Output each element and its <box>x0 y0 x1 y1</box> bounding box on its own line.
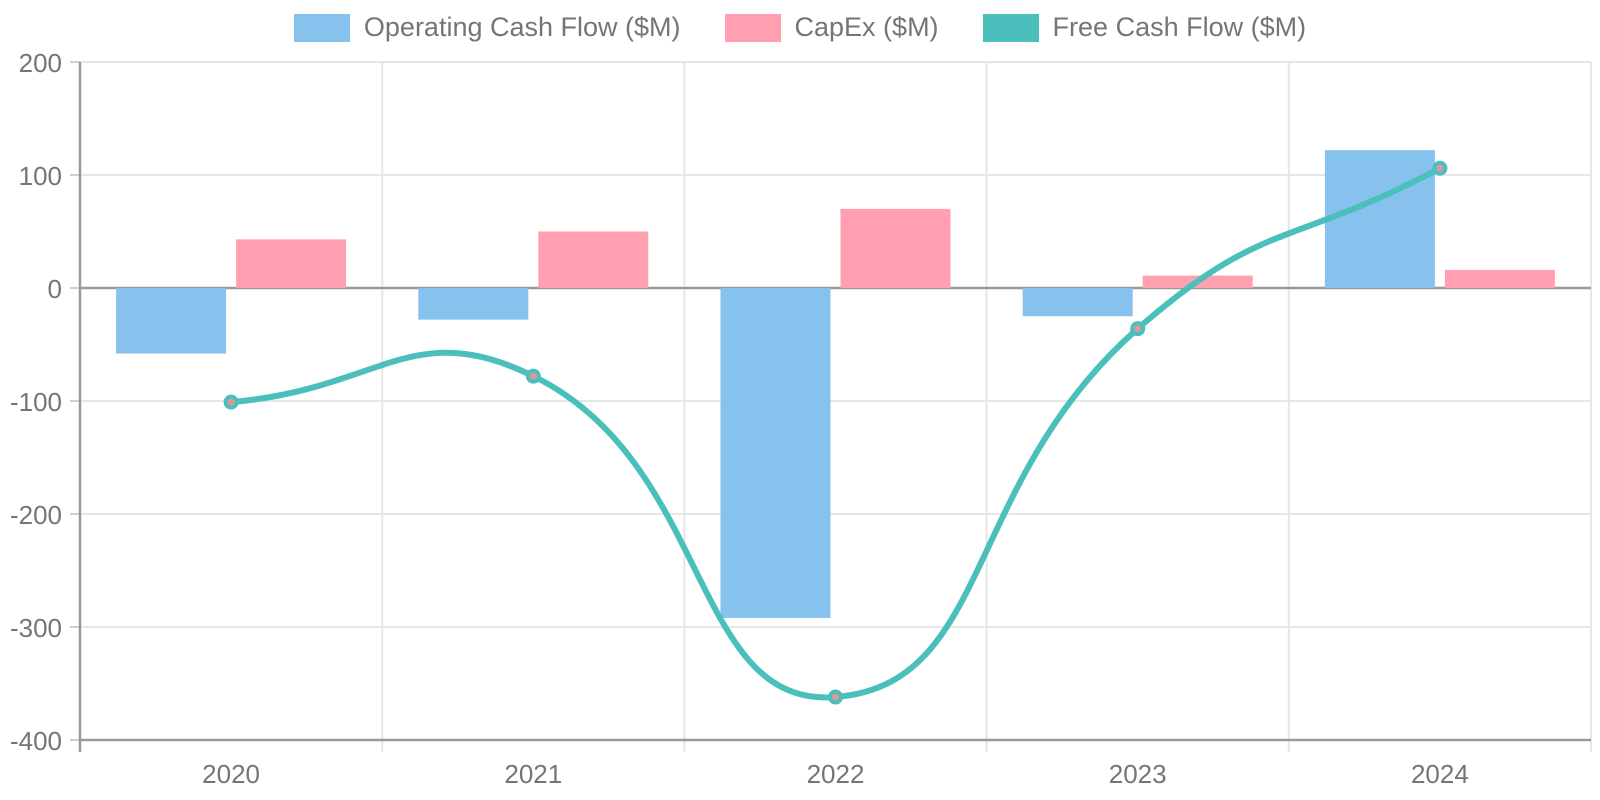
x-axis-label: 2022 <box>807 759 865 789</box>
line-point-2023[interactable] <box>1130 321 1146 337</box>
line-point-2022[interactable] <box>828 689 843 705</box>
y-axis-label: 200 <box>19 48 62 78</box>
y-axis-label: -100 <box>10 387 62 417</box>
line-point-2024[interactable] <box>1432 160 1448 176</box>
legend-label-operating-cash-flow: Operating Cash Flow ($M) <box>363 12 681 42</box>
x-axis-label: 2020 <box>202 759 260 789</box>
bar-operating-cash-flow-2022[interactable] <box>720 288 831 618</box>
bar-capex-2022[interactable] <box>840 208 951 288</box>
legend-swatch-free-cash-flow-icon <box>982 13 1039 42</box>
x-axis-label: 2024 <box>1411 759 1469 789</box>
line-point-2020[interactable] <box>223 394 239 410</box>
bar-operating-cash-flow-2020[interactable] <box>116 288 227 354</box>
x-axis-label: 2021 <box>504 759 562 789</box>
y-axis-label: -300 <box>10 613 62 643</box>
legend-item-capex[interactable]: CapEx ($M) <box>724 12 939 43</box>
chart-legend: Operating Cash Flow ($M) CapEx ($M) Free… <box>0 12 1600 43</box>
free-cash-flow-line <box>228 165 1443 701</box>
legend-label-capex: CapEx ($M) <box>794 12 939 42</box>
y-axis-label: 100 <box>19 161 62 191</box>
bar-operating-cash-flow-2024[interactable] <box>1324 150 1435 288</box>
bar-operating-cash-flow-2021[interactable] <box>418 288 529 320</box>
bar-operating-cash-flow-2023[interactable] <box>1022 288 1133 317</box>
y-axis-label: -200 <box>10 500 62 530</box>
legend-swatch-capex-icon <box>724 13 781 42</box>
bar-capex-2021[interactable] <box>538 231 649 289</box>
y-axis-label: -400 <box>10 726 62 756</box>
legend-item-operating-cash-flow[interactable]: Operating Cash Flow ($M) <box>293 12 681 43</box>
bar-capex-2020[interactable] <box>236 239 347 288</box>
x-axis-label: 2023 <box>1109 759 1167 789</box>
y-axis-label: 0 <box>48 274 62 304</box>
legend-item-free-cash-flow[interactable]: Free Cash Flow ($M) <box>982 12 1307 43</box>
legend-label-free-cash-flow: Free Cash Flow ($M) <box>1052 12 1307 42</box>
legend-swatch-operating-cash-flow-icon <box>293 13 350 42</box>
line-point-2021[interactable] <box>525 368 541 384</box>
bar-capex-2024[interactable] <box>1444 269 1555 288</box>
